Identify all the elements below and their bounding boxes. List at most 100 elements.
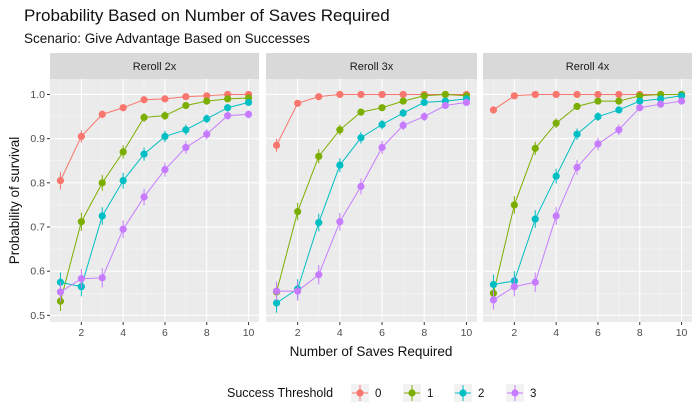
x-tick-label: 6 bbox=[379, 327, 385, 339]
x-tick-label: 8 bbox=[637, 327, 643, 339]
facet-strip bbox=[50, 53, 259, 79]
data-point bbox=[336, 126, 344, 134]
data-point bbox=[182, 93, 190, 101]
data-point bbox=[161, 132, 169, 141]
data-point bbox=[573, 90, 581, 99]
data-point bbox=[272, 299, 281, 307]
data-point bbox=[378, 120, 386, 129]
data-point bbox=[615, 126, 623, 134]
x-tick-label: 8 bbox=[204, 327, 210, 339]
data-point bbox=[399, 109, 407, 117]
data-point bbox=[98, 212, 106, 220]
data-point bbox=[140, 96, 148, 104]
x-tick-label: 8 bbox=[421, 327, 427, 339]
data-point bbox=[378, 143, 386, 152]
data-point bbox=[161, 95, 169, 103]
series-line bbox=[492, 93, 682, 294]
facet-panel: Reroll 2x 2 4 6 8 10 0.5 0.6 0.7 0.8 0.9 1.0 bbox=[30, 53, 259, 339]
facet-strip-label: Reroll 4x bbox=[566, 61, 610, 73]
data-point bbox=[77, 218, 85, 226]
series-line bbox=[493, 100, 682, 301]
data-point bbox=[378, 90, 386, 99]
legend-label: 3 bbox=[530, 388, 536, 400]
data-point bbox=[336, 90, 344, 99]
x-tick-label: 4 bbox=[337, 327, 343, 339]
data-point bbox=[244, 98, 253, 107]
x-tick-label: 6 bbox=[595, 327, 601, 339]
data-point bbox=[224, 104, 232, 112]
legend-label: 1 bbox=[427, 388, 433, 400]
x-tick-label: 6 bbox=[162, 327, 168, 339]
data-point bbox=[315, 93, 323, 101]
legend-title: Success Threshold bbox=[227, 386, 333, 400]
series-line bbox=[59, 93, 249, 181]
data-point bbox=[677, 92, 686, 100]
legend-key-point bbox=[511, 389, 519, 397]
series-line bbox=[60, 113, 249, 293]
legend-label: 0 bbox=[375, 388, 381, 400]
data-point bbox=[140, 113, 148, 122]
data-point bbox=[98, 110, 106, 118]
data-point bbox=[140, 150, 148, 158]
data-point bbox=[615, 97, 623, 105]
data-point bbox=[441, 101, 449, 110]
data-point bbox=[420, 92, 428, 100]
x-tick-label: 2 bbox=[511, 327, 517, 339]
data-point bbox=[203, 130, 211, 138]
data-point bbox=[594, 140, 602, 148]
data-point bbox=[56, 177, 65, 185]
data-point bbox=[203, 92, 211, 100]
legend-key-point bbox=[459, 389, 467, 397]
data-point bbox=[357, 108, 365, 116]
data-point bbox=[161, 112, 169, 120]
data-point bbox=[594, 97, 602, 105]
data-point bbox=[489, 106, 498, 114]
x-tick-label: 10 bbox=[243, 327, 255, 339]
data-point bbox=[119, 177, 127, 185]
facet-panel: Reroll 4x 2 4 6 8 10 bbox=[483, 53, 692, 339]
data-point bbox=[489, 296, 498, 304]
data-point bbox=[224, 112, 232, 120]
data-point bbox=[489, 280, 498, 289]
data-point bbox=[77, 275, 85, 283]
y-axis-title: Probability of survival bbox=[7, 137, 22, 265]
data-point bbox=[636, 104, 644, 112]
data-point bbox=[657, 100, 665, 108]
series-2 bbox=[56, 98, 253, 297]
data-point bbox=[510, 201, 518, 209]
data-point bbox=[399, 121, 407, 129]
facet-strip-label: Reroll 2x bbox=[133, 61, 177, 73]
legend-item: 3 bbox=[506, 384, 536, 402]
data-point bbox=[315, 218, 323, 227]
data-point bbox=[203, 97, 211, 105]
series-0 bbox=[56, 90, 253, 190]
data-point bbox=[399, 97, 407, 105]
data-point bbox=[510, 283, 518, 291]
data-point bbox=[119, 104, 127, 112]
series-2 bbox=[272, 95, 471, 313]
plot-panel bbox=[50, 79, 259, 322]
data-point bbox=[552, 212, 560, 220]
data-point bbox=[573, 163, 581, 171]
data-point bbox=[510, 92, 518, 100]
data-point bbox=[272, 141, 281, 149]
data-point bbox=[336, 218, 344, 226]
series-3 bbox=[272, 98, 471, 301]
x-tick-label: 4 bbox=[120, 327, 126, 339]
data-point bbox=[531, 90, 539, 99]
legend-label: 2 bbox=[478, 388, 484, 400]
data-point bbox=[77, 132, 85, 141]
data-point bbox=[119, 148, 127, 156]
data-point bbox=[552, 172, 560, 180]
series-line bbox=[276, 93, 467, 146]
chart-subtitle: Scenario: Give Advantage Based on Succes… bbox=[24, 31, 310, 46]
data-point bbox=[615, 106, 623, 114]
data-point bbox=[531, 215, 539, 223]
data-point bbox=[357, 182, 365, 190]
data-point bbox=[294, 99, 302, 107]
series-3 bbox=[489, 97, 686, 310]
data-point bbox=[573, 130, 581, 138]
x-tick-label: 4 bbox=[553, 327, 559, 339]
data-point bbox=[531, 278, 539, 286]
